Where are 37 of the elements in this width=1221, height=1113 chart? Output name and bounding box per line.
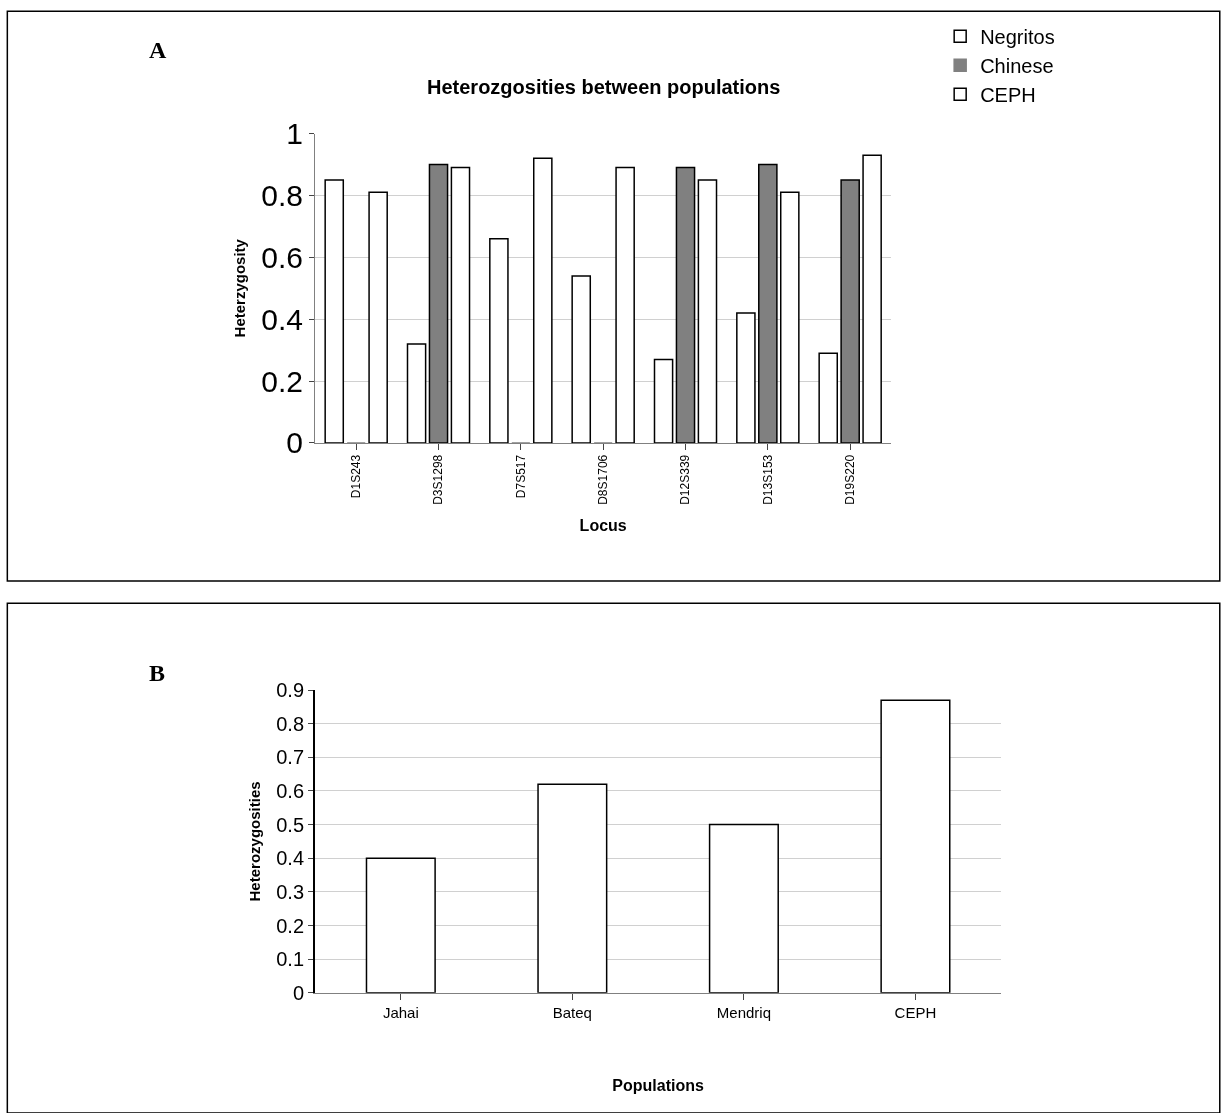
- y-tick-label: 0: [286, 426, 304, 460]
- text: B: [149, 660, 166, 686]
- x-tick-label: D1S243: [349, 454, 364, 499]
- x-tick-label: Mendriq: [716, 1003, 771, 1021]
- y-tick-label: 0.8: [276, 712, 305, 735]
- x-tick-label: D3S1298: [431, 454, 446, 505]
- legend-label: Negritos: [980, 25, 1055, 48]
- y-tick-label: 0.6: [276, 779, 305, 802]
- y-tick-label: 0.8: [261, 178, 304, 212]
- chart-title: Heterozgosities between populations: [427, 76, 781, 98]
- x-axis-title: Populations: [612, 1077, 704, 1095]
- y-tick-label: 0.1: [276, 948, 305, 971]
- y-tick-label: 0.6: [261, 240, 304, 274]
- x-tick-label: D13S153: [760, 454, 775, 505]
- y-tick-label: 0.2: [261, 364, 304, 398]
- x-tick-label: D19S220: [843, 454, 858, 505]
- x-tick-label: D7S517: [513, 454, 528, 499]
- y-tick-label: 0.4: [276, 847, 305, 870]
- y-tick-label: 0.3: [276, 880, 305, 903]
- y-axis-title: Heterzygosity: [230, 238, 248, 338]
- x-tick-label: Bateq: [552, 1003, 592, 1021]
- y-tick-label: 0.2: [276, 914, 305, 937]
- y-tick-label: 0: [292, 981, 305, 1004]
- x-tick-label: CEPH: [894, 1003, 937, 1021]
- y-tick-label: 0.4: [261, 302, 304, 336]
- x-tick-label: D8S1706: [596, 454, 611, 505]
- x-tick-label: D12S339: [678, 454, 693, 505]
- text: A: [149, 37, 167, 63]
- y-tick-label: 0.7: [276, 746, 305, 769]
- legend-label: Chinese: [980, 54, 1054, 77]
- y-tick-label: 1: [286, 117, 304, 151]
- x-axis-title: Locus: [579, 516, 627, 534]
- y-tick-label: 0.5: [276, 813, 305, 836]
- y-tick-label: 0.9: [276, 679, 305, 702]
- y-axis-title: Heterozygosities: [245, 781, 263, 902]
- x-tick-label: Jahai: [382, 1003, 419, 1021]
- legend-label: CEPH: [980, 84, 1036, 106]
